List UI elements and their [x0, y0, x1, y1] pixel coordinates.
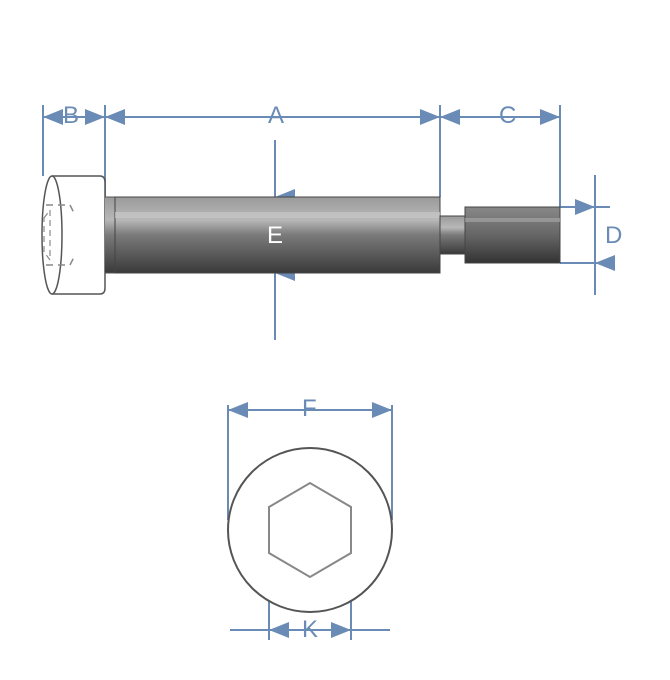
bolt-thread — [465, 207, 560, 263]
bolt-head — [42, 176, 115, 294]
dim-label-E: E — [267, 222, 283, 250]
dim-label-A: A — [268, 102, 284, 130]
dim-label-B: B — [63, 102, 79, 130]
dim-label-K: K — [302, 616, 318, 644]
dim-label-C: C — [499, 102, 516, 130]
dim-label-D: D — [605, 222, 622, 250]
side-view-diagram — [0, 0, 670, 380]
front-view-diagram — [0, 380, 670, 680]
bolt-neck — [440, 216, 465, 254]
dim-label-F: F — [302, 395, 317, 423]
